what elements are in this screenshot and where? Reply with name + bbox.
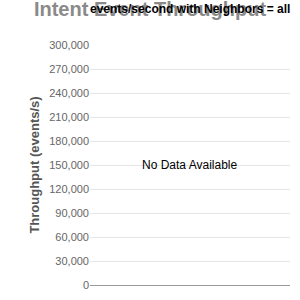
svg-text:Intent Event Throughput: Intent Event Throughput — [34, 0, 267, 20]
svg-text:Throughput (events/s): Throughput (events/s) — [27, 96, 42, 233]
svg-text:60,000: 60,000 — [55, 231, 89, 243]
svg-text:240,000: 240,000 — [49, 87, 89, 99]
svg-text:210,000: 210,000 — [49, 111, 89, 123]
svg-text:300,000: 300,000 — [49, 39, 89, 51]
svg-text:events/second with Neighbors =: events/second with Neighbors = all — [90, 2, 290, 16]
svg-text:30,000: 30,000 — [55, 255, 89, 267]
svg-text:180,000: 180,000 — [49, 135, 89, 147]
svg-text:No Data Available: No Data Available — [142, 158, 238, 172]
svg-text:0: 0 — [83, 279, 89, 291]
svg-text:150,000: 150,000 — [49, 159, 89, 171]
svg-text:90,000: 90,000 — [55, 207, 89, 219]
svg-text:120,000: 120,000 — [49, 183, 89, 195]
svg-text:270,000: 270,000 — [49, 63, 89, 75]
